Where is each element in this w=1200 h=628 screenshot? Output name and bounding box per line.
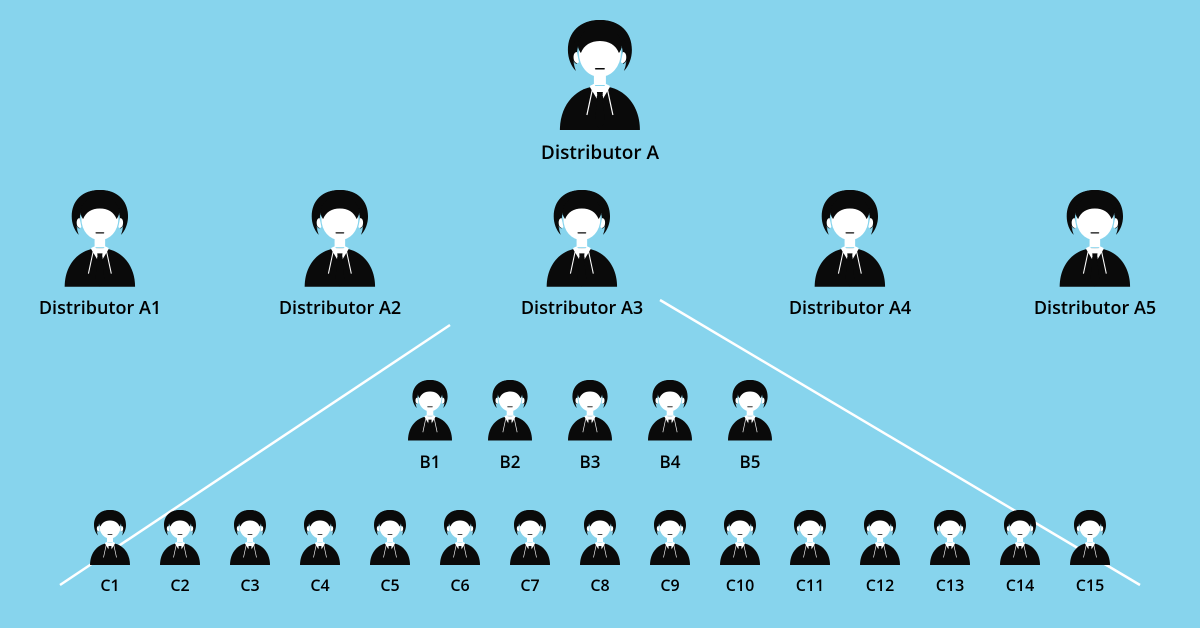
person-icon [806, 190, 894, 292]
node-label: C10 [726, 574, 754, 596]
person-node-c13: C13 [925, 510, 975, 596]
person-icon [435, 510, 485, 570]
person-node-a4: Distributor A4 [789, 190, 911, 320]
node-label: C6 [450, 574, 469, 596]
person-node-b2: B2 [483, 380, 538, 473]
node-label: Distributor A5 [1034, 296, 1156, 320]
node-label: Distributor A4 [789, 296, 911, 320]
node-label: C13 [936, 574, 964, 596]
person-node-a3: Distributor A3 [521, 190, 643, 320]
node-label: Distributor A1 [39, 296, 161, 320]
person-node-c4: C4 [295, 510, 345, 596]
person-icon [855, 510, 905, 570]
person-node-c9: C9 [645, 510, 695, 596]
person-icon [56, 190, 144, 292]
person-node-c2: C2 [155, 510, 205, 596]
node-label: Distributor A3 [521, 296, 643, 320]
node-label: C12 [866, 574, 894, 596]
person-node-a1: Distributor A1 [39, 190, 161, 320]
person-icon [538, 190, 626, 292]
person-icon [925, 510, 975, 570]
node-label: C3 [240, 574, 259, 596]
node-label: Distributor A2 [279, 296, 401, 320]
person-icon [155, 510, 205, 570]
person-node-c10: C10 [715, 510, 765, 596]
node-label: B2 [500, 450, 521, 473]
person-node-c11: C11 [785, 510, 835, 596]
person-icon [85, 510, 135, 570]
person-node-c14: C14 [995, 510, 1045, 596]
node-label: C7 [520, 574, 539, 596]
person-icon [645, 510, 695, 570]
person-node-b4: B4 [643, 380, 698, 473]
node-label: B3 [580, 450, 601, 473]
person-icon [643, 380, 698, 446]
node-label: Distributor A [541, 139, 659, 165]
node-label: C5 [380, 574, 399, 596]
node-label: C9 [660, 574, 679, 596]
node-label: B1 [420, 450, 441, 473]
person-node-b1: B1 [403, 380, 458, 473]
node-label: C14 [1006, 574, 1034, 596]
person-node-c7: C7 [505, 510, 555, 596]
node-label: B4 [660, 450, 681, 473]
person-icon [403, 380, 458, 446]
person-icon [575, 510, 625, 570]
node-label: B5 [740, 450, 761, 473]
person-icon [995, 510, 1045, 570]
person-node-b3: B3 [563, 380, 618, 473]
person-icon [785, 510, 835, 570]
node-label: C8 [590, 574, 609, 596]
person-icon [715, 510, 765, 570]
node-label: C2 [170, 574, 189, 596]
person-icon [1051, 190, 1139, 292]
person-icon [483, 380, 538, 446]
person-node-c1: C1 [85, 510, 135, 596]
node-label: C15 [1076, 574, 1104, 596]
person-icon [723, 380, 778, 446]
person-node-c5: C5 [365, 510, 415, 596]
node-label: C1 [100, 574, 119, 596]
person-node-c3: C3 [225, 510, 275, 596]
person-node-c15: C15 [1065, 510, 1115, 596]
person-node-a2: Distributor A2 [279, 190, 401, 320]
person-node-a5: Distributor A5 [1034, 190, 1156, 320]
person-icon [295, 510, 345, 570]
person-icon [225, 510, 275, 570]
person-node-b5: B5 [723, 380, 778, 473]
node-label: C4 [310, 574, 329, 596]
person-icon [1065, 510, 1115, 570]
node-label: C11 [796, 574, 824, 596]
person-icon [365, 510, 415, 570]
person-node-a: Distributor A [541, 20, 659, 165]
person-icon [505, 510, 555, 570]
person-icon [550, 20, 650, 135]
person-node-c6: C6 [435, 510, 485, 596]
person-node-c12: C12 [855, 510, 905, 596]
person-icon [563, 380, 618, 446]
person-node-c8: C8 [575, 510, 625, 596]
person-icon [296, 190, 384, 292]
